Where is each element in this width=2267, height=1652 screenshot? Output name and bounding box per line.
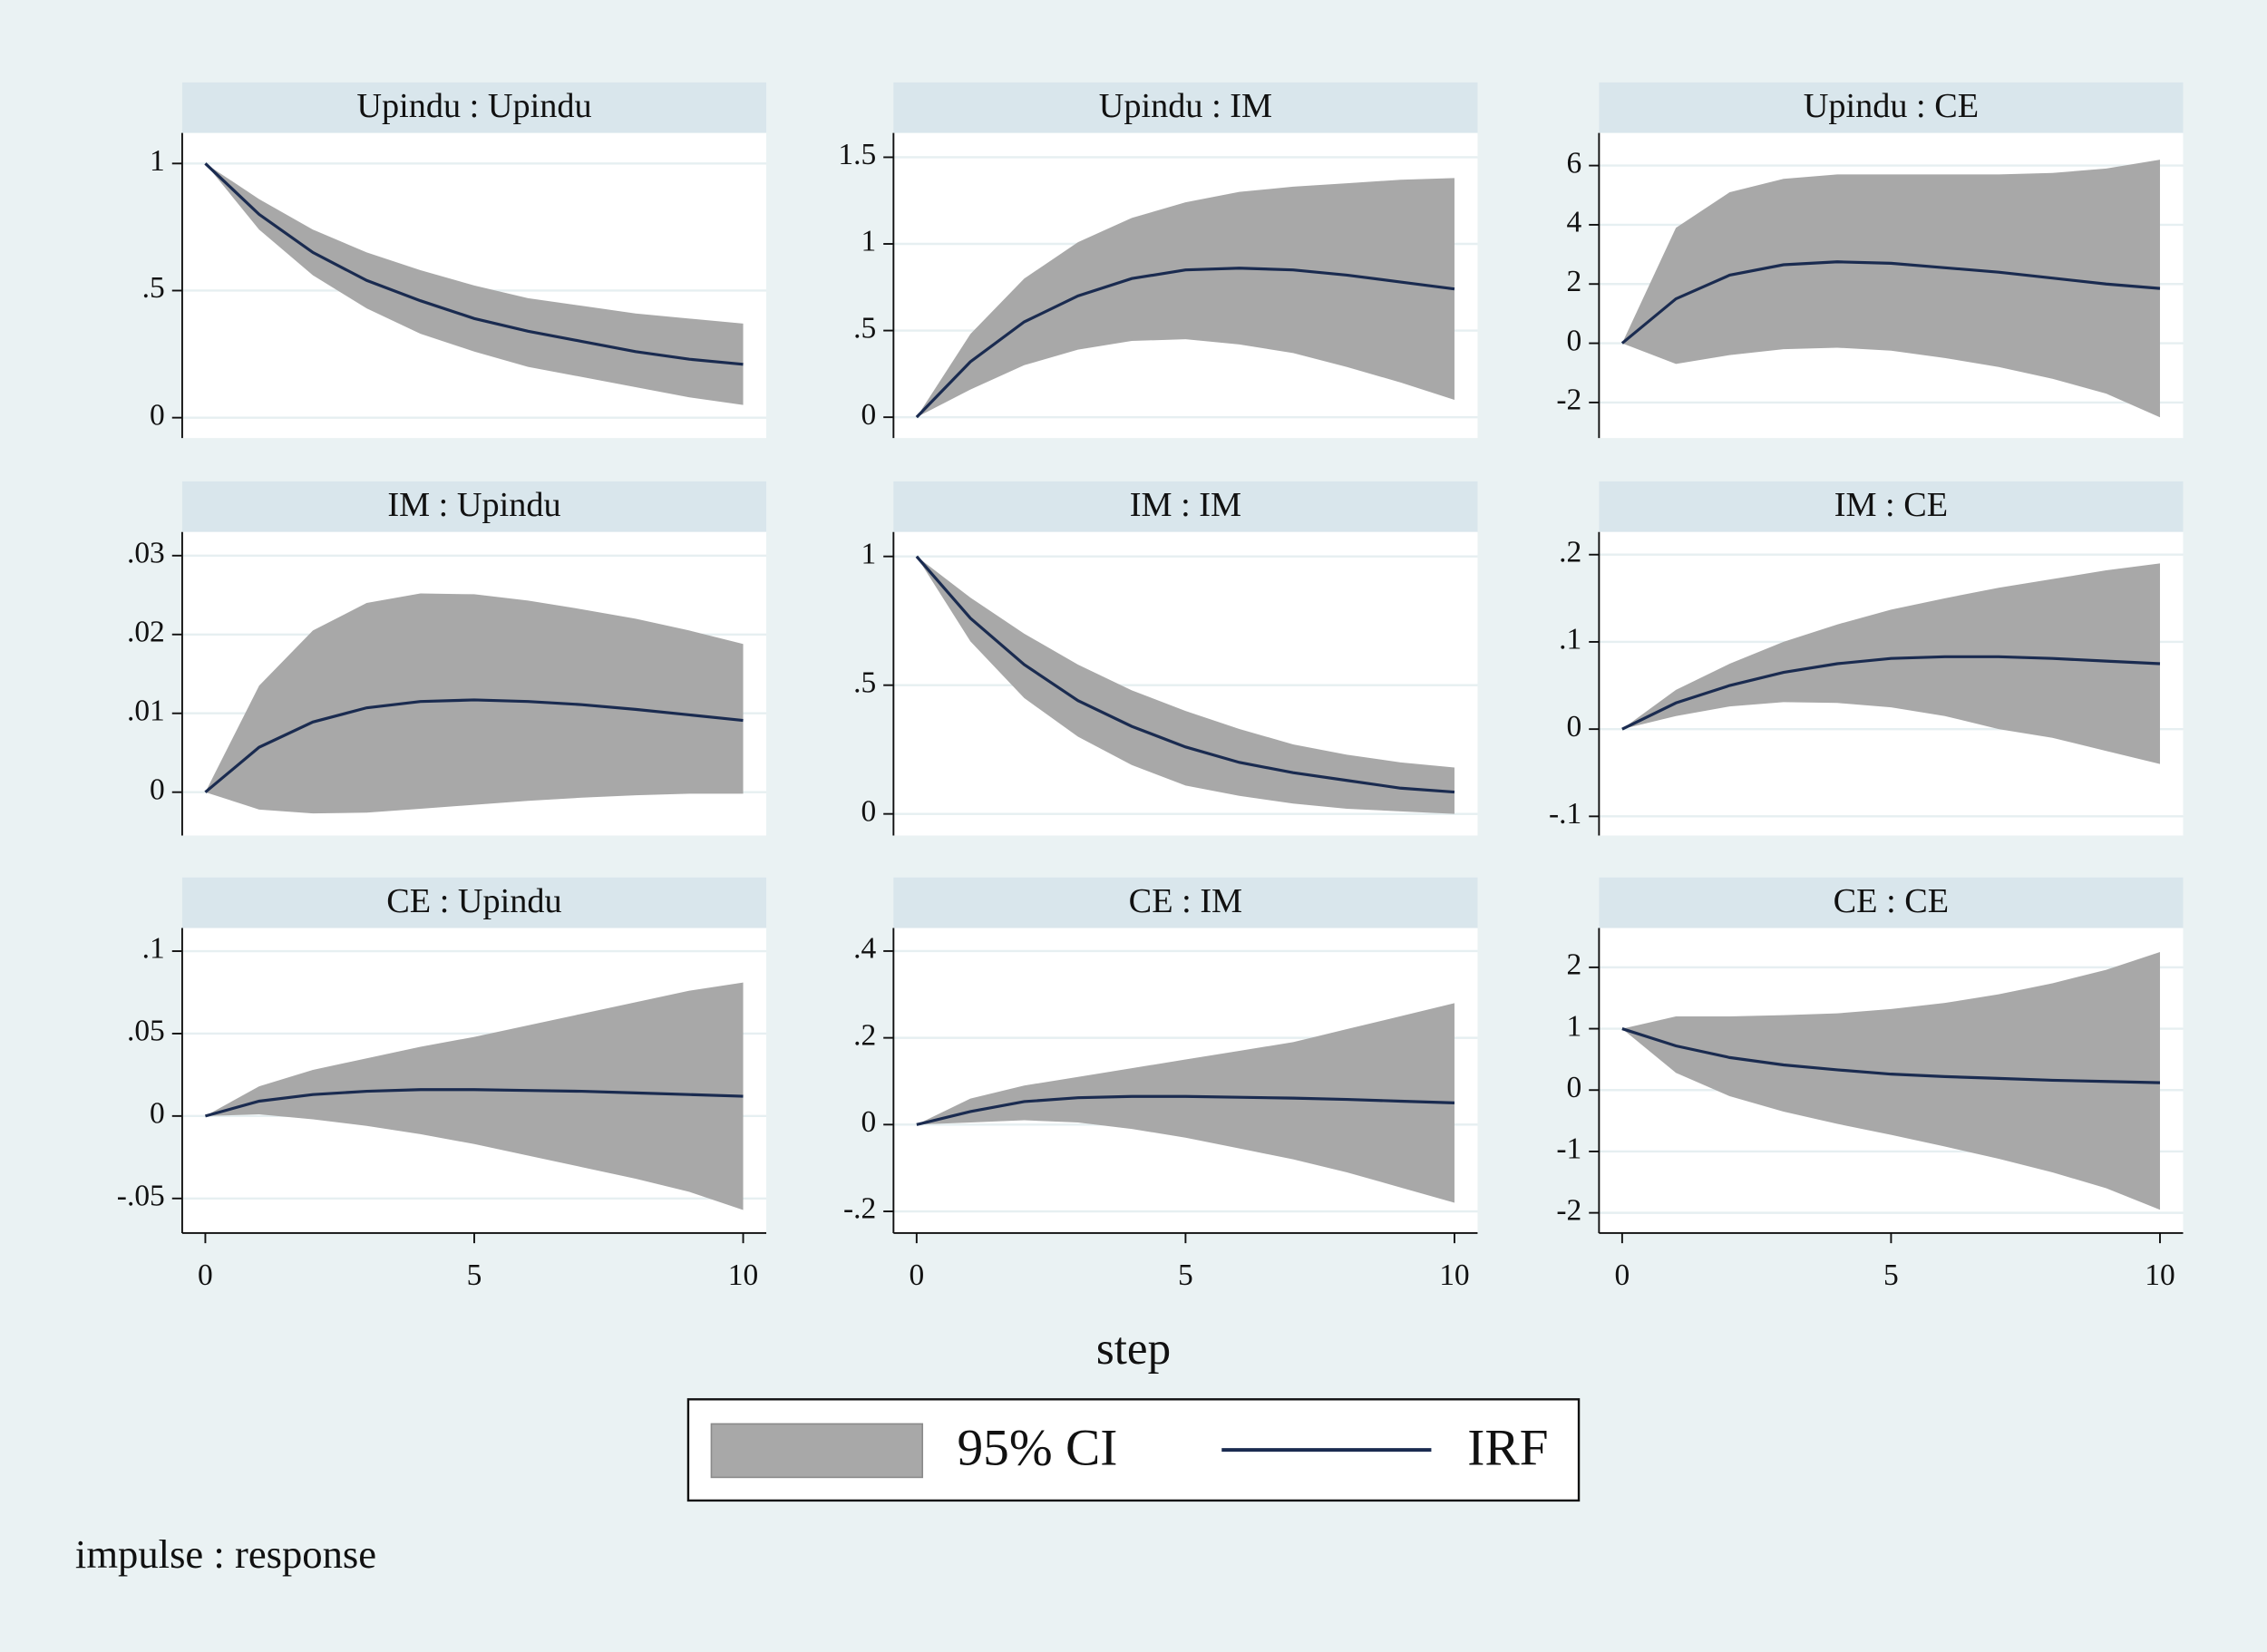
x-tick-label: 0 (1615, 1258, 1630, 1292)
x-tick-label: 10 (1439, 1258, 1469, 1292)
y-tick-label: 0 (150, 398, 165, 432)
x-tick-label: 5 (467, 1258, 482, 1292)
panel-title: IM : IM (1130, 486, 1241, 524)
legend-label: 95% CI (957, 1419, 1117, 1476)
panel-title: CE : IM (1129, 882, 1242, 920)
y-tick-label: .1 (1559, 623, 1581, 656)
x-tick-label: 5 (1178, 1258, 1193, 1292)
irf-line (916, 1094, 1455, 1126)
y-tick-label: .4 (853, 932, 876, 966)
y-tick-label: 6 (1567, 146, 1582, 180)
y-tick-label: -.1 (1549, 797, 1581, 831)
y-tick-label: .2 (1559, 535, 1581, 568)
y-tick-label: .5 (853, 666, 876, 699)
ci-band (1621, 951, 2160, 1210)
y-tick-label: 2 (1567, 265, 1582, 298)
x-tick-label: 5 (1883, 1258, 1899, 1292)
irf-line (1620, 260, 2161, 345)
x-tick-label: 0 (909, 1258, 924, 1292)
y-tick-label: 0 (150, 773, 165, 806)
y-tick-label: -.05 (117, 1179, 165, 1212)
y-tick-label: -2 (1556, 384, 1581, 417)
y-tick-label: 0 (150, 1097, 165, 1131)
strip (893, 82, 1478, 133)
strip (1599, 877, 2184, 928)
irf-line (204, 698, 744, 793)
panel-title: Upindu : Upindu (356, 87, 591, 125)
strip (181, 82, 767, 133)
y-tick-label: .03 (127, 536, 165, 569)
ci-band (205, 982, 744, 1210)
y-tick-label: 1 (861, 225, 876, 258)
strip (893, 877, 1478, 928)
irf-line (204, 162, 744, 366)
y-tick-label: .5 (142, 271, 165, 305)
legend-swatch (710, 1423, 924, 1479)
note: impulse : response (75, 1531, 376, 1577)
y-tick-label: 0 (1567, 324, 1582, 357)
strip (181, 877, 767, 928)
strip (893, 481, 1478, 532)
y-tick-label: 4 (1567, 206, 1582, 239)
x-tick-label: 10 (728, 1258, 758, 1292)
strip (181, 481, 767, 532)
irf-line (205, 1088, 744, 1118)
y-tick-label: 2 (1567, 948, 1582, 982)
ci-band (205, 163, 744, 405)
y-tick-label: .01 (127, 694, 165, 727)
y-tick-label: 0 (1567, 1071, 1582, 1104)
y-tick-label: 1 (861, 537, 876, 570)
y-tick-label: .5 (853, 311, 876, 345)
panel-title: Upindu : IM (1099, 87, 1272, 125)
irf-line (915, 555, 1455, 794)
ci-band (1621, 563, 2160, 764)
y-tick-label: 1 (1567, 1009, 1582, 1043)
panel-title: Upindu : CE (1804, 87, 1979, 125)
panel-title: CE : CE (1834, 882, 1950, 920)
panel-title: IM : Upindu (387, 486, 560, 524)
strip (1599, 82, 2184, 133)
y-tick-label: 1 (150, 144, 165, 178)
y-tick-label: .1 (142, 932, 165, 966)
irf-line (915, 267, 1455, 419)
irf-line (1621, 655, 2161, 731)
panel-title: IM : CE (1834, 486, 1948, 524)
x-tick-label: 0 (198, 1258, 213, 1292)
y-tick-label: 0 (861, 1105, 876, 1139)
y-tick-label: .2 (853, 1018, 876, 1052)
ci-band (916, 1003, 1455, 1203)
y-tick-label: .05 (127, 1015, 165, 1048)
legend-label: IRF (1467, 1419, 1548, 1476)
x-axis-label: step (1096, 1324, 1171, 1375)
strip (1599, 481, 2184, 532)
y-tick-label: -1 (1556, 1132, 1581, 1166)
ci-band (1621, 160, 2160, 418)
ci-band (205, 593, 744, 814)
y-tick-label: -2 (1556, 1193, 1581, 1227)
y-tick-label: 1.5 (838, 138, 876, 171)
y-tick-label: -.2 (843, 1192, 876, 1226)
x-tick-label: 10 (2145, 1258, 2175, 1292)
y-tick-label: 0 (861, 398, 876, 432)
irf-line (1621, 1027, 2161, 1084)
y-tick-label: 0 (861, 794, 876, 828)
panel-title: CE : Upindu (386, 882, 561, 920)
y-tick-label: .02 (127, 615, 165, 648)
y-tick-label: 0 (1567, 710, 1582, 743)
ci-band (916, 178, 1455, 418)
